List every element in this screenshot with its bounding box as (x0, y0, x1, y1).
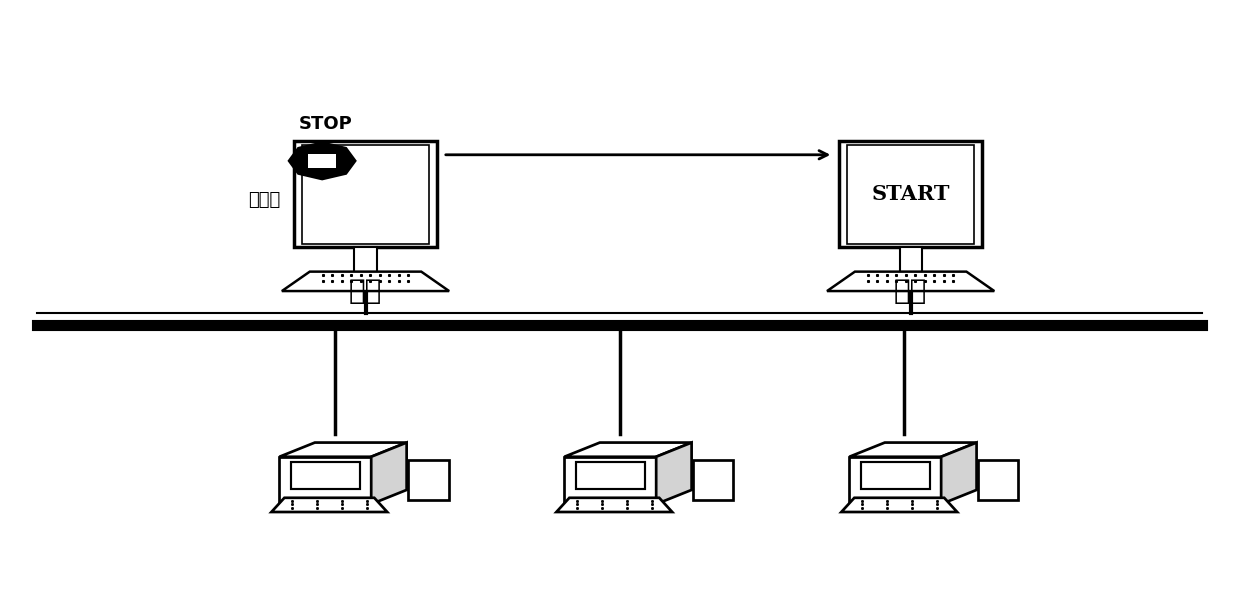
Polygon shape (576, 463, 646, 489)
Polygon shape (556, 498, 673, 512)
Polygon shape (565, 443, 691, 457)
Text: START: START (871, 185, 950, 204)
Polygon shape (850, 443, 976, 457)
Bar (302, 144, 430, 243)
Polygon shape (279, 457, 372, 504)
Bar (900, 248, 922, 272)
Polygon shape (281, 272, 449, 291)
Polygon shape (850, 457, 942, 504)
Polygon shape (287, 141, 357, 180)
Text: STOP: STOP (299, 115, 353, 134)
Polygon shape (861, 463, 929, 489)
Bar (354, 248, 377, 272)
Polygon shape (565, 457, 657, 504)
Polygon shape (271, 498, 388, 512)
Polygon shape (841, 498, 958, 512)
Text: 导播机: 导播机 (248, 191, 280, 209)
Polygon shape (978, 460, 1018, 500)
Polygon shape (828, 272, 994, 291)
Text: 备机: 备机 (895, 277, 927, 305)
Polygon shape (309, 154, 336, 168)
Polygon shape (291, 463, 359, 489)
Bar (295, 141, 436, 248)
Polygon shape (942, 443, 976, 504)
Polygon shape (694, 460, 733, 500)
Text: 主机: 主机 (349, 277, 382, 305)
Bar (840, 141, 981, 248)
Polygon shape (279, 443, 406, 457)
Polygon shape (657, 443, 691, 504)
Polygon shape (408, 460, 449, 500)
Polygon shape (372, 443, 406, 504)
Bar (847, 144, 974, 243)
